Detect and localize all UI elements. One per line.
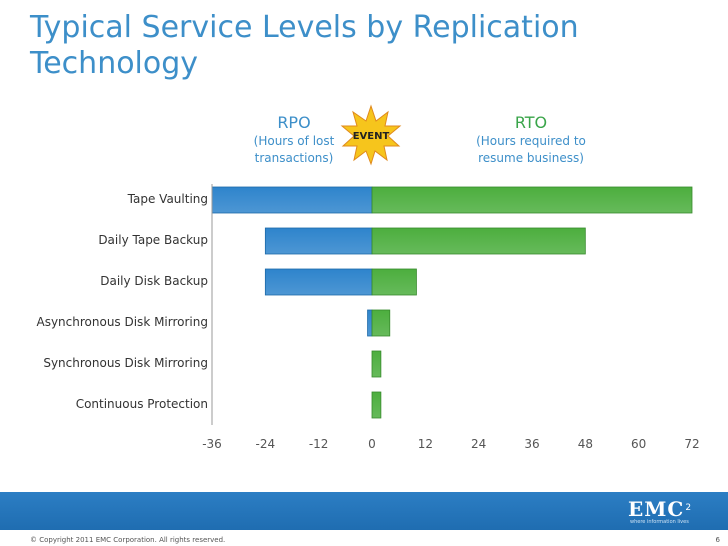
- rpo-subtitle-line1: (Hours of lost: [253, 134, 335, 148]
- event-label: EVENT: [353, 131, 390, 142]
- emc-logo-sup: 2: [685, 502, 692, 513]
- rto-bar-3: [371, 309, 391, 337]
- category-label: Asynchronous Disk Mirroring: [36, 315, 208, 329]
- rpo-bar-0: [211, 186, 373, 214]
- rto-bar-2: [371, 268, 417, 296]
- slide-title-line1: Typical Service Levels by Replication: [30, 10, 579, 45]
- x-tick-label: 12: [417, 437, 433, 451]
- category-label: Synchronous Disk Mirroring: [43, 356, 208, 370]
- rto-subtitle-line2: resume business): [478, 151, 584, 165]
- category-label: Daily Tape Backup: [98, 233, 208, 247]
- x-tick-label: 72: [684, 437, 700, 451]
- emc-logo-tagline: where information lives: [630, 519, 689, 525]
- x-tick-label: 60: [631, 437, 647, 451]
- rpo-bar-2: [264, 268, 373, 296]
- bar-chart: [211, 184, 693, 425]
- rto-bar-0: [371, 186, 693, 214]
- category-label: Tape Vaulting: [127, 192, 208, 206]
- category-label: Daily Disk Backup: [100, 274, 208, 288]
- x-tick-label: -36: [202, 437, 222, 451]
- x-tick-label: 48: [577, 437, 593, 451]
- emc-logo-text: EMC: [628, 497, 685, 521]
- bar-group: [211, 184, 693, 425]
- footer-band: [0, 492, 728, 530]
- rto-subtitle-line1: (Hours required to: [476, 134, 586, 148]
- rpo-bar-1: [264, 227, 373, 255]
- rto-bar-5: [371, 391, 382, 419]
- rpo-title: RPO: [277, 113, 311, 132]
- copyright-text: © Copyright 2011 EMC Corporation. All ri…: [30, 536, 226, 544]
- emc-logo: EMC2 where information lives: [628, 497, 696, 525]
- slide-title: Typical Service Levels by Replication Te…: [30, 10, 630, 82]
- event-burst-icon: [340, 104, 402, 166]
- slide-title-line2: Technology: [30, 46, 199, 81]
- rto-bar-4: [371, 350, 382, 378]
- x-tick-label: 24: [471, 437, 487, 451]
- rpo-header: RPO (Hours of lost transactions): [244, 113, 344, 167]
- event-burst: EVENT: [340, 104, 402, 166]
- rto-title: RTO: [514, 113, 548, 132]
- x-tick-label: 36: [524, 437, 540, 451]
- rpo-bar-3: [367, 309, 373, 337]
- rto-header: RTO (Hours required to resume business): [466, 113, 596, 167]
- x-tick-label: -24: [255, 437, 276, 451]
- x-tick-label: 0: [368, 437, 376, 451]
- page-number: 6: [715, 536, 720, 544]
- rto-bar-1: [371, 227, 586, 255]
- x-tick-label: -12: [308, 437, 329, 451]
- category-label: Continuous Protection: [75, 397, 208, 411]
- rpo-subtitle-line2: transactions): [254, 151, 334, 165]
